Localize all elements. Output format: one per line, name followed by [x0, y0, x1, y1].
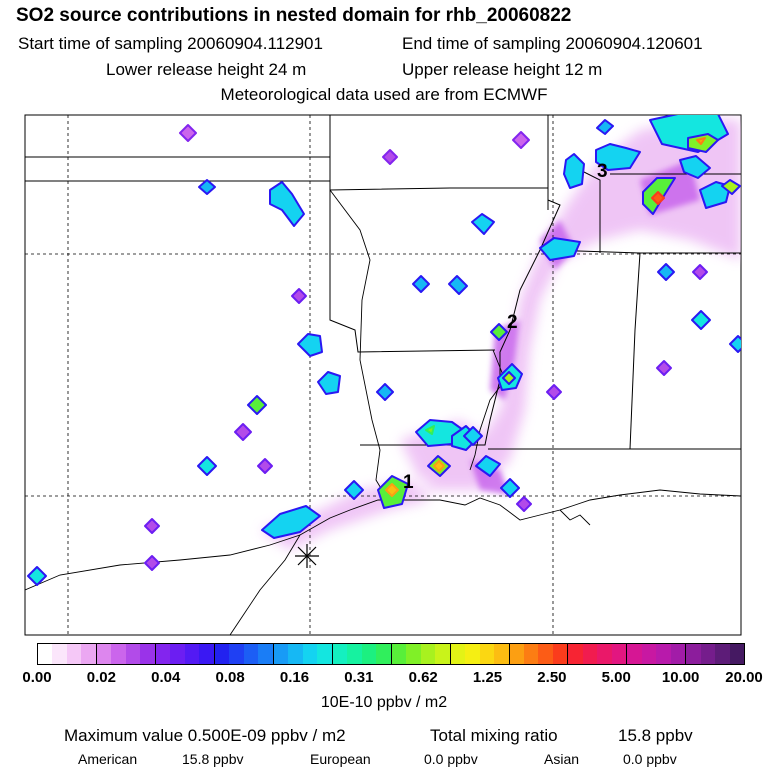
source-asian-name: Asian	[544, 751, 580, 767]
total-mixing-ratio-value: 15.8 ppbv	[618, 726, 693, 745]
colorbar-swatch	[317, 644, 333, 664]
colorbar-swatch	[347, 644, 362, 664]
colorbar-swatch	[229, 644, 244, 664]
plot-title: SO2 source contributions in nested domai…	[16, 5, 572, 26]
colorbar-swatch	[406, 644, 421, 664]
colorbar-swatch	[656, 644, 671, 664]
colorbar-swatch	[332, 644, 348, 664]
release-site-star	[295, 544, 319, 568]
start-time-label: Start time of sampling 20060904.112901	[18, 34, 323, 53]
colorbar-tick-label: 0.02	[86, 669, 116, 686]
colorbar-swatch	[729, 644, 745, 664]
colorbar-swatch	[568, 644, 583, 664]
met-source-label: Meteorological data used are from ECMWF	[220, 85, 548, 104]
colorbar-swatch	[111, 644, 126, 664]
source-marker-3: 3	[597, 161, 608, 182]
colorbar-swatch	[170, 644, 185, 664]
colorbar-tick-label: 0.08	[215, 669, 245, 686]
source-american-value: 15.8 ppbv	[182, 751, 244, 767]
colorbar-swatch	[140, 644, 156, 664]
concentration-blobs	[27, 115, 741, 586]
lat-lon-grid	[25, 115, 741, 635]
colorbar-units: 10E-10 ppbv / m2	[320, 694, 448, 711]
colorbar-swatch	[435, 644, 451, 664]
colorbar-swatch	[686, 644, 701, 664]
colorbar-swatch	[288, 644, 303, 664]
colorbar-swatch	[214, 644, 230, 664]
colorbar-swatch	[538, 644, 553, 664]
colorbar-swatch	[391, 644, 407, 664]
colorbar-swatch	[627, 644, 642, 664]
colorbar-tick-label: 0.62	[408, 669, 438, 686]
colorbar-swatch	[700, 644, 716, 664]
colorbar-tick-label: 0.00	[22, 669, 52, 686]
colorbar-tick-label: 1.25	[472, 669, 503, 686]
colorbar-swatch	[376, 644, 392, 664]
colorbar-swatch	[38, 644, 53, 664]
colorbar-swatch	[302, 644, 318, 664]
colorbar-swatch	[258, 644, 274, 664]
colorbar-swatch	[420, 644, 436, 664]
upper-release-label: Upper release height 12 m	[402, 60, 603, 79]
colorbar-tick-label: 2.50	[537, 669, 567, 686]
colorbar-tick-label: 0.16	[279, 669, 310, 686]
colorbar-swatch	[81, 644, 97, 664]
colorbar-swatch	[670, 644, 687, 664]
colorbar-tick-label: 20.00	[725, 669, 763, 686]
colorbar-swatch	[597, 644, 612, 664]
source-asian-value: 0.0 ppbv	[623, 751, 677, 767]
source-marker-1: 1	[403, 472, 414, 493]
colorbar-swatch	[243, 644, 259, 664]
colorbar-swatch	[125, 644, 141, 664]
colorbar-swatch	[641, 644, 657, 664]
colorbar-swatch	[479, 644, 495, 664]
colorbar-tick-label: 0.31	[344, 669, 374, 686]
colorbar-swatch	[582, 644, 598, 664]
colorbar-swatch	[273, 644, 289, 664]
colorbar-swatch	[552, 644, 569, 664]
source-european-name: European	[310, 751, 371, 767]
colorbar-swatch	[494, 644, 510, 664]
colorbar-swatch	[465, 644, 480, 664]
colorbar-swatch	[715, 644, 730, 664]
maximum-value: Maximum value 0.500E-09 ppbv / m2	[64, 726, 346, 745]
colorbar-swatch	[361, 644, 377, 664]
colorbar-swatch	[523, 644, 539, 664]
source-european-value: 0.0 ppbv	[424, 751, 478, 767]
state-borders	[25, 115, 741, 450]
colorbar-swatch	[155, 644, 171, 664]
colorbar-swatch	[66, 644, 82, 664]
colorbar-swatch	[184, 644, 200, 664]
colorbar-swatch	[96, 644, 112, 664]
source-american-name: American	[78, 751, 138, 767]
colorbar	[37, 643, 745, 665]
lower-release-label: Lower release height 24 m	[106, 60, 307, 79]
colorbar-tick-label: 10.00	[661, 669, 700, 686]
source-marker-2: 2	[507, 312, 518, 333]
colorbar-tick-label: 0.04	[151, 669, 181, 686]
colorbar-swatch	[450, 644, 466, 664]
total-mixing-ratio-label: Total mixing ratio	[430, 726, 558, 745]
end-time-label: End time of sampling 20060904.120601	[402, 34, 703, 53]
colorbar-swatch	[199, 644, 215, 664]
colorbar-swatch	[611, 644, 628, 664]
coastline	[25, 489, 741, 635]
colorbar-swatch	[52, 644, 67, 664]
colorbar-swatch	[509, 644, 524, 664]
colorbar-tick-label: 5.00	[601, 669, 631, 686]
